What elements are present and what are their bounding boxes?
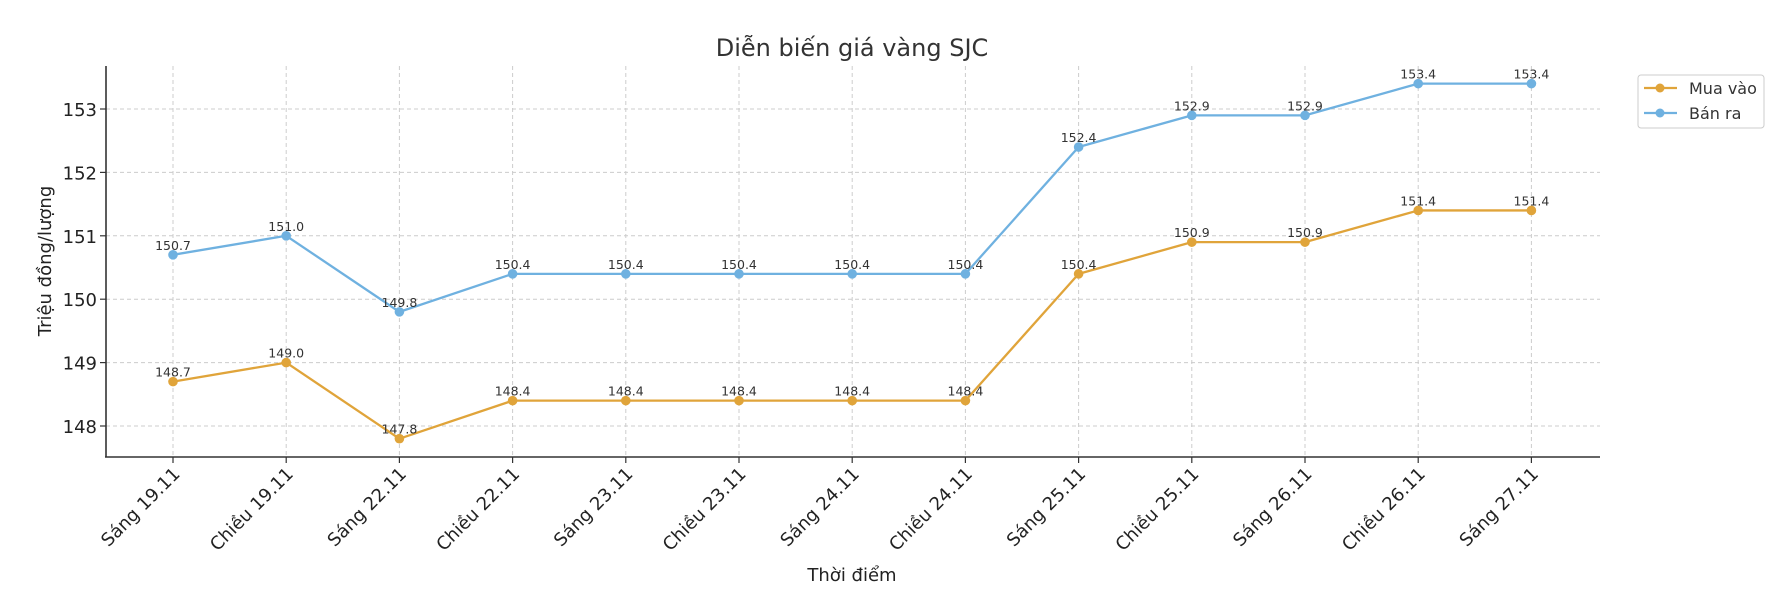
data-point-marker: [847, 395, 857, 406]
data-label: 148.7: [155, 365, 191, 380]
data-point-marker: [168, 376, 178, 387]
x-tick-label: Sáng 23.11: [550, 464, 637, 551]
data-label: 153.4: [1400, 67, 1436, 82]
y-tick-label: 152: [63, 163, 97, 184]
x-tick-label: Sáng 19.11: [97, 464, 184, 551]
data-label: 148.4: [721, 384, 757, 399]
data-label: 149.0: [268, 346, 304, 361]
chart-title: Diễn biến giá vàng SJC: [716, 33, 989, 62]
data-point-marker: [847, 269, 857, 279]
data-label: 148.4: [495, 384, 531, 399]
data-point-marker: [1526, 205, 1537, 216]
data-label: 152.9: [1287, 98, 1323, 113]
data-label: 151.4: [1514, 193, 1550, 208]
data-label: 150.4: [608, 257, 644, 272]
x-tick-label: Sáng 22.11: [324, 464, 411, 551]
y-tick-label: 148: [63, 417, 97, 438]
data-label: 147.8: [382, 422, 418, 437]
y-tick-label: 149: [63, 354, 97, 375]
x-tick-label: Sáng 26.11: [1229, 464, 1316, 551]
data-point-marker: [1073, 142, 1084, 152]
data-label: 151.0: [268, 219, 304, 234]
data-label: 148.4: [834, 384, 870, 399]
data-point-marker: [1526, 78, 1537, 89]
data-label: 150.4: [1061, 257, 1097, 272]
y-tick-label: 151: [63, 227, 97, 248]
y-tick-label: 150: [63, 290, 97, 311]
data-label: 150.7: [155, 238, 191, 253]
series-lines: [168, 78, 1537, 444]
data-label: 150.4: [495, 257, 531, 272]
x-tick-label: Sáng 24.11: [776, 464, 863, 551]
data-point-marker: [1073, 269, 1084, 279]
x-tick-label: Chiều 26.11: [1338, 464, 1430, 556]
x-axis-label: Thời điểm: [806, 565, 896, 586]
data-label: 153.4: [1514, 67, 1550, 82]
data-label: 150.9: [1174, 225, 1210, 240]
x-tick-label: Chiều 25.11: [1112, 464, 1204, 556]
data-point-marker: [281, 357, 292, 368]
data-label: 150.4: [834, 257, 870, 272]
data-label: 148.4: [948, 384, 984, 399]
x-tick-label: Chiều 24.11: [885, 464, 977, 556]
x-tick-label: Chiều 19.11: [206, 464, 298, 556]
y-ticks: 148 149 150 151 152 153: [63, 100, 106, 438]
legend: Mua vào Bán ra: [1637, 74, 1765, 129]
data-point-marker: [1300, 110, 1310, 121]
x-ticks: Sáng 19.11 Chiều 19.11 Sáng 22.11 Chiều 22.…: [97, 457, 1543, 555]
data-point-marker: [168, 250, 178, 260]
data-label: 152.9: [1174, 98, 1210, 113]
data-label: 148.4: [608, 384, 644, 399]
data-label: 151.4: [1400, 193, 1436, 208]
data-point-marker: [960, 269, 971, 279]
data-point-marker: [394, 433, 405, 444]
legend-label: Mua vào: [1689, 79, 1757, 98]
data-point-marker: [1413, 78, 1423, 89]
data-point-marker: [1187, 237, 1197, 247]
data-point-marker: [1187, 110, 1197, 121]
data-label: 150.4: [948, 257, 984, 272]
y-tick-label: 153: [63, 100, 97, 121]
x-tick-label: Chiều 23.11: [659, 464, 751, 556]
data-point-marker: [394, 307, 405, 317]
data-point-marker: [621, 395, 631, 406]
legend-item-mua-vao: Mua vào: [1644, 79, 1757, 98]
data-point-marker: [734, 395, 744, 406]
data-label: 150.4: [721, 257, 757, 272]
data-point-marker: [1300, 237, 1310, 247]
legend-marker-icon: [1655, 108, 1665, 118]
data-label: 150.9: [1287, 225, 1323, 240]
y-axis-label: Triệu đồng/lượng: [35, 186, 56, 338]
data-labels: 148.7 149.0 147.8 148.4 148.4 148.4 148.4 148.4…: [155, 67, 1549, 437]
data-label: 152.4: [1061, 130, 1097, 145]
legend-label: Bán ra: [1689, 104, 1741, 123]
data-label: 149.8: [382, 295, 418, 310]
data-point-marker: [960, 395, 971, 406]
data-point-marker: [507, 269, 518, 279]
legend-item-ban-ra: Bán ra: [1644, 104, 1741, 123]
data-point-marker: [734, 269, 744, 279]
x-tick-label: Sáng 25.11: [1003, 464, 1090, 551]
data-point-marker: [1413, 205, 1423, 216]
data-point-marker: [621, 269, 631, 279]
x-tick-label: Sáng 27.11: [1456, 464, 1543, 551]
grid: [106, 66, 1600, 457]
x-tick-label: Chiều 22.11: [432, 464, 524, 556]
data-point-marker: [507, 395, 518, 406]
data-point-marker: [281, 231, 292, 241]
legend-marker-icon: [1655, 83, 1665, 93]
